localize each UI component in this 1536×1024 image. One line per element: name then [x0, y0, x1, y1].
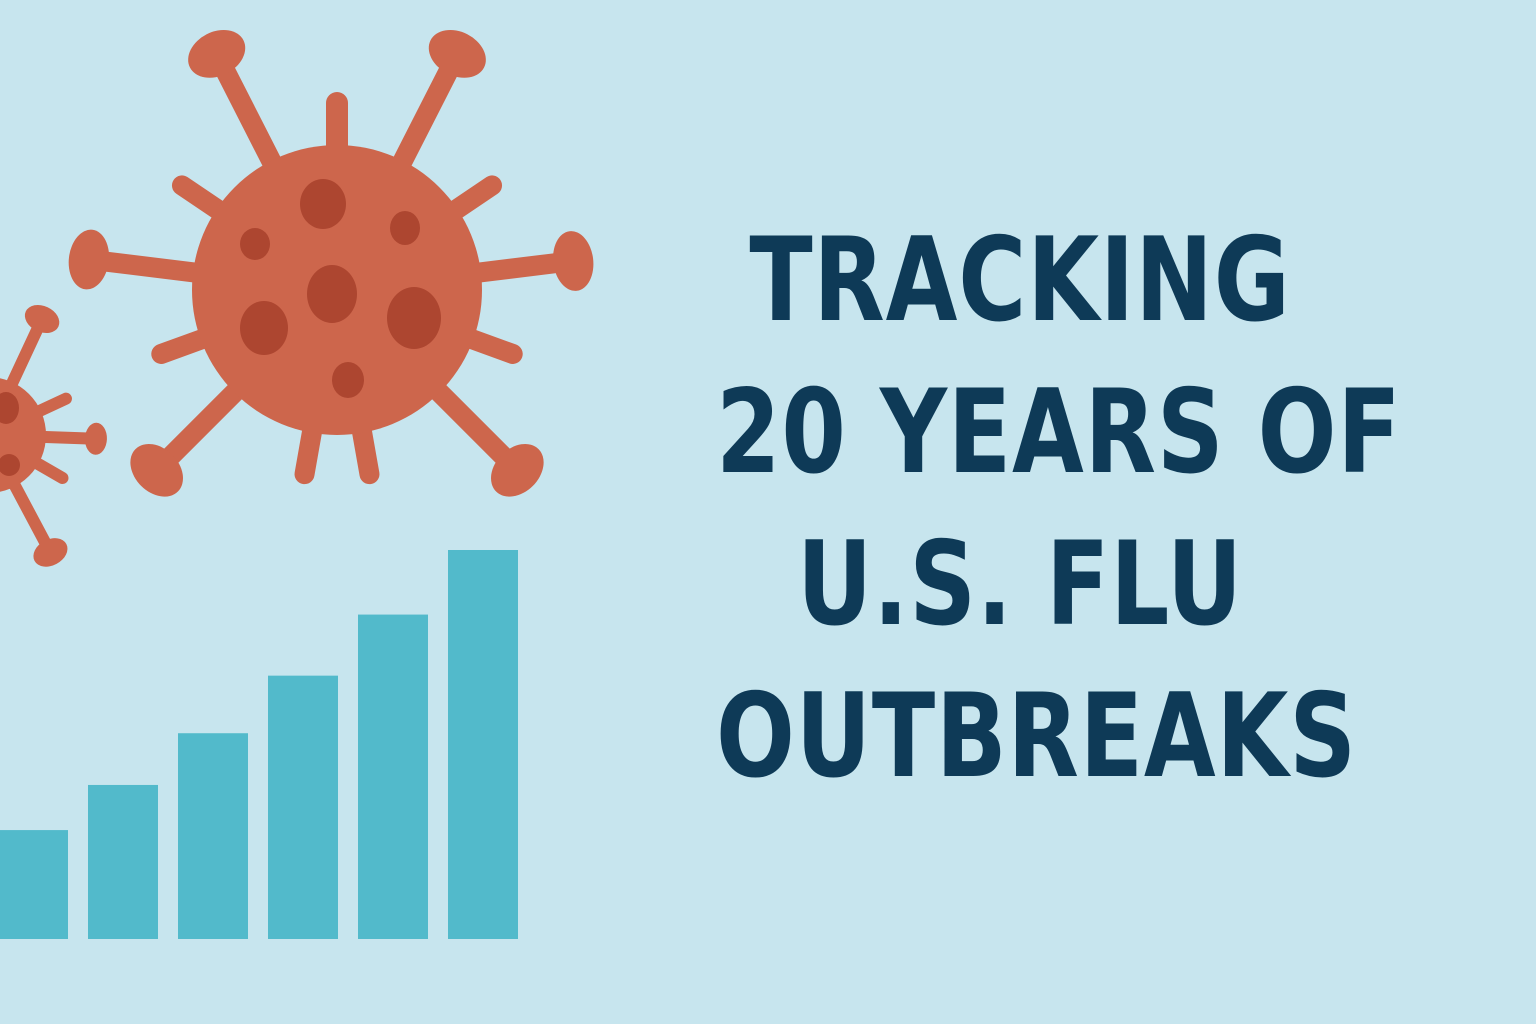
- virus-spot: [240, 228, 270, 260]
- virus-spot: [307, 265, 357, 323]
- bar-chart-bar: [178, 733, 248, 939]
- virus-spike-tip: [33, 538, 68, 567]
- bar-chart-bar: [448, 550, 518, 939]
- virus-spike: [151, 328, 215, 364]
- bar-chart-bar: [0, 830, 68, 939]
- virus-spike: [7, 476, 57, 559]
- bar-chart-bar: [88, 784, 158, 939]
- virus-icon: [0, 304, 107, 567]
- virus-spike-tip: [68, 229, 110, 290]
- virus-spot: [387, 287, 441, 349]
- virus-spike-tip: [84, 422, 107, 455]
- virus-spike: [171, 175, 231, 222]
- page-title: TRACKING 20 YEARS OF U.S. FLU OUTBREAKS: [640, 205, 1402, 813]
- virus-icon: [68, 30, 594, 497]
- bar-chart-bar: [358, 614, 428, 939]
- title-line: OUTBREAKS: [716, 669, 1357, 804]
- title-line: U.S. FLU: [797, 517, 1243, 652]
- virus-spot: [0, 392, 19, 424]
- virus-spike-tip: [24, 304, 60, 334]
- virus-spot: [300, 179, 346, 229]
- bar-chart-bar: [268, 675, 338, 939]
- title-line: TRACKING: [749, 213, 1291, 348]
- title-line: 20 YEARS OF: [716, 365, 1402, 500]
- bar-chart-icon: [0, 550, 518, 939]
- virus-spot: [240, 301, 288, 355]
- virus-spike-tip: [428, 30, 486, 78]
- virus-spike-tip: [491, 444, 544, 497]
- virus-spot: [0, 454, 20, 476]
- virus-spike: [30, 392, 72, 419]
- virus-spike-tip: [130, 444, 183, 497]
- virus-spike: [443, 175, 503, 222]
- virus-spot: [390, 211, 420, 245]
- virus-spike: [294, 418, 323, 485]
- virus-spike-tip: [553, 231, 594, 291]
- virus-spike: [459, 328, 523, 364]
- virus-spike: [28, 456, 69, 484]
- virus-spike: [351, 418, 380, 485]
- virus-spot: [332, 362, 364, 398]
- virus-spike-tip: [188, 30, 246, 78]
